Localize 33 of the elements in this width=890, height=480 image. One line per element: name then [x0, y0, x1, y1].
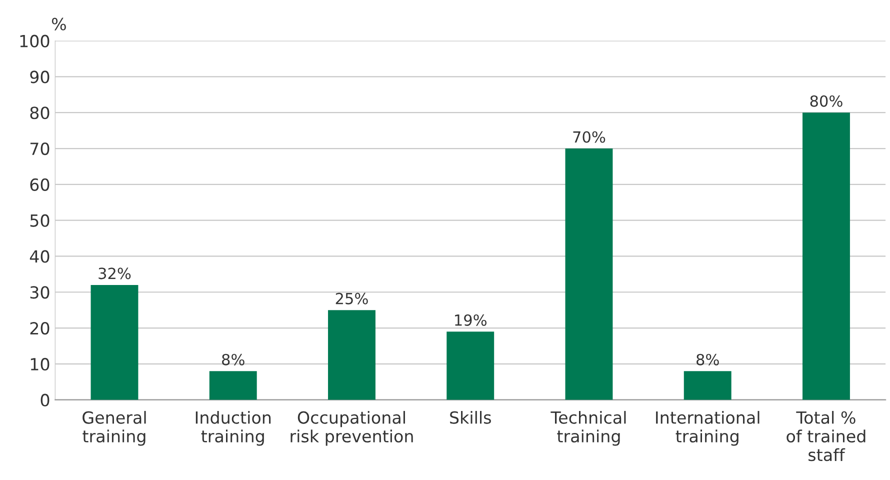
x-tick-label: Occupational risk prevention — [290, 410, 413, 446]
data-label: 32% — [98, 268, 131, 280]
y-tick-label: 70 — [30, 142, 50, 156]
bar — [565, 148, 613, 400]
bar — [802, 112, 850, 400]
data-label: 8% — [222, 354, 244, 366]
y-axis-title: % — [52, 18, 66, 30]
y-tick-label: 0 — [40, 394, 50, 406]
x-tick-label: Induction training — [196, 410, 271, 446]
bar — [90, 284, 138, 400]
bar — [328, 310, 376, 400]
y-tick-label: 50 — [30, 214, 50, 227]
x-tick-label: General training — [82, 410, 146, 446]
data-label: 80% — [810, 95, 842, 107]
x-tick-label: Technical training — [550, 410, 626, 446]
y-tick-label: 30 — [30, 286, 50, 299]
y-tick-label: 20 — [30, 322, 50, 335]
bar — [209, 371, 257, 400]
y-tick-label: 90 — [30, 70, 50, 84]
data-label: 8% — [696, 354, 719, 366]
y-tick-label: 60 — [30, 178, 50, 191]
x-tick-label: Skills — [450, 410, 491, 424]
bar — [446, 332, 494, 400]
bar — [684, 371, 732, 400]
x-tick-label: International training — [656, 410, 760, 446]
data-label: 19% — [455, 314, 486, 326]
data-label: 70% — [573, 131, 606, 143]
y-tick-label: 40 — [30, 250, 50, 263]
x-tick-label: Total % of trained staff — [786, 410, 866, 462]
data-label: 25% — [336, 292, 368, 304]
y-tick-label: 100 — [20, 34, 50, 48]
y-tick-label: 10 — [30, 358, 50, 371]
y-tick-label: 80 — [30, 106, 50, 120]
